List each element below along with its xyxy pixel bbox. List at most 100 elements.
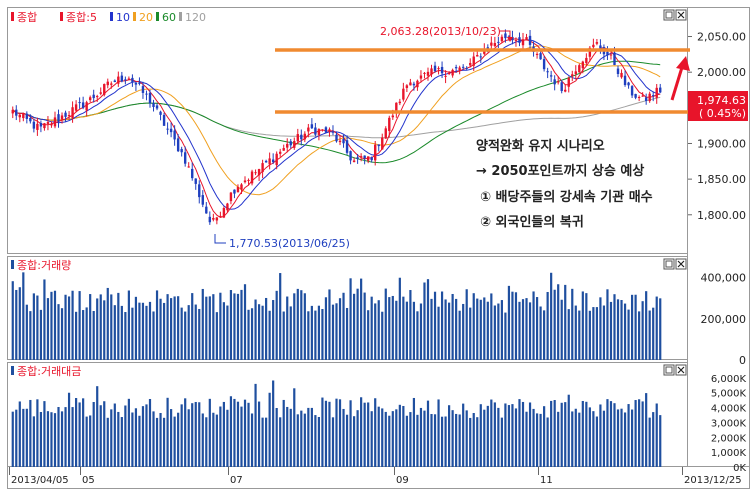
volume-bar	[588, 310, 591, 360]
volume-bar	[659, 298, 662, 360]
amount-bar	[433, 414, 437, 467]
volume-window-controls[interactable]	[663, 258, 687, 270]
amount-bar	[578, 412, 581, 467]
volume-bar	[606, 289, 609, 360]
amount-bar	[623, 412, 627, 467]
candle-body	[236, 186, 240, 193]
candle-body	[307, 127, 310, 132]
restore-icon[interactable]	[663, 364, 675, 376]
volume-bar	[317, 305, 321, 360]
amount-bar	[595, 416, 598, 467]
price-legend: 종합 종합:5 10 20 60 120	[11, 11, 206, 24]
candle-body	[247, 179, 250, 181]
volume-bar	[22, 272, 25, 360]
candle-body	[36, 123, 39, 130]
volume-bar	[148, 301, 152, 360]
volume-bar	[423, 282, 426, 360]
volume-bar	[627, 309, 630, 360]
amount-bar	[64, 407, 67, 467]
volume-bar	[64, 294, 67, 360]
amount-bar	[440, 416, 444, 467]
restore-icon[interactable]	[663, 9, 675, 21]
candle-body	[352, 160, 356, 163]
volume-bar	[416, 311, 419, 360]
candle-body	[451, 69, 454, 76]
volume-bar	[324, 297, 328, 360]
volume-bar	[620, 300, 623, 360]
candle-body	[652, 95, 655, 97]
candle-body	[363, 155, 366, 159]
candle-body	[226, 203, 229, 211]
candle-body	[60, 115, 64, 120]
volume-bar	[553, 289, 556, 360]
restore-icon[interactable]	[663, 258, 675, 270]
candle-body	[500, 36, 504, 42]
candle-body	[606, 51, 609, 56]
candle-body	[585, 57, 588, 64]
low-annotation: 1,770.53(2013/06/25)	[229, 237, 350, 250]
volume-bar	[303, 293, 306, 360]
candle-body	[166, 128, 169, 130]
amount-bar	[78, 402, 81, 467]
amount-window-controls[interactable]	[663, 364, 687, 376]
amount-bar	[500, 417, 503, 467]
amount-bar	[138, 415, 141, 467]
amount-bar	[15, 409, 18, 467]
candle-body	[338, 140, 342, 143]
candle-body	[567, 77, 570, 87]
volume-bar	[550, 272, 553, 360]
volume-bar	[50, 291, 53, 360]
candle-body	[384, 128, 387, 139]
volume-bar	[585, 293, 588, 360]
candle-body	[627, 82, 630, 86]
volume-bar	[433, 291, 437, 360]
volume-bar	[117, 292, 120, 360]
amount-bar	[493, 402, 496, 467]
candle-body	[511, 36, 514, 41]
candle-body	[637, 97, 641, 99]
amount-bar	[634, 400, 637, 467]
amount-bar	[215, 414, 218, 467]
amount-bar	[229, 396, 233, 467]
volume-bar	[602, 305, 606, 360]
amount-bar	[335, 398, 338, 467]
volume-bar	[201, 288, 204, 360]
price-window-controls[interactable]	[663, 9, 687, 21]
amount-legend: 종합:거래대금	[11, 365, 81, 378]
candle-body	[296, 134, 299, 142]
volume-bar	[448, 302, 451, 360]
volume-bar	[184, 311, 187, 360]
candle-body	[208, 216, 212, 223]
candle-body	[370, 157, 373, 161]
amount-bars	[11, 380, 662, 467]
candle-body	[444, 75, 447, 77]
volume-bar	[314, 310, 317, 360]
volume-bar	[282, 311, 285, 360]
volume-bar	[243, 284, 247, 360]
candle-body	[289, 141, 292, 146]
scenario-line-3: ① 배당주들의 강세속 기관 매수	[480, 190, 653, 205]
volume-bar	[412, 301, 416, 360]
candle-body	[616, 68, 620, 74]
volume-bar	[272, 300, 275, 360]
volume-bar	[440, 291, 444, 360]
candle-body	[398, 101, 402, 104]
amount-bar	[180, 404, 183, 467]
amount-bar	[300, 410, 303, 467]
candle-body	[22, 113, 25, 119]
amount-bar	[444, 416, 447, 467]
candle-body	[521, 39, 525, 46]
amount-bar	[155, 417, 159, 467]
candle-body	[592, 44, 595, 48]
amount-bar	[170, 409, 173, 467]
amount-bar	[388, 415, 391, 467]
candle-body	[25, 113, 29, 119]
volume-bar	[543, 310, 546, 360]
price-tick-label: 1,850.00	[697, 173, 746, 186]
amount-bar	[511, 404, 514, 467]
candle-body	[43, 123, 46, 129]
amount-bar	[89, 415, 92, 467]
amount-bar	[553, 400, 556, 467]
candle-body	[359, 156, 363, 158]
candle-body	[254, 172, 257, 174]
